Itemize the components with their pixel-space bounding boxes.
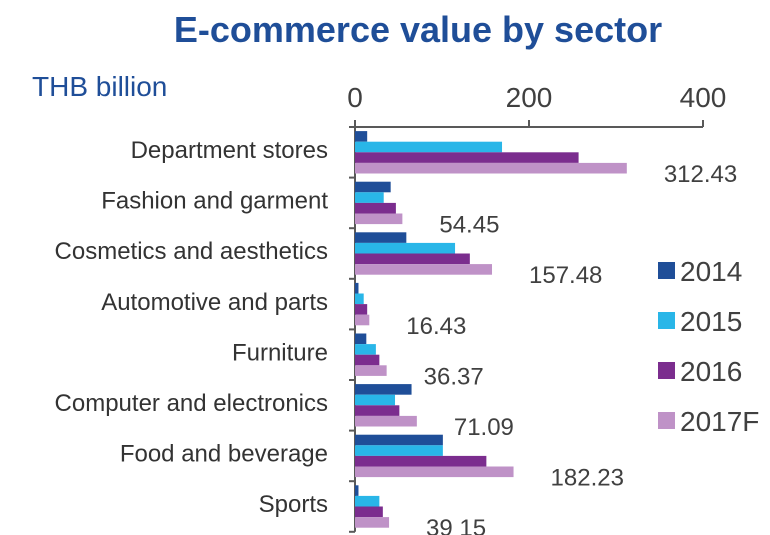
x-tick-label: 0 bbox=[347, 82, 363, 113]
bar-2015 bbox=[355, 192, 384, 203]
bar-2016 bbox=[355, 304, 368, 315]
bar-2015 bbox=[355, 242, 456, 254]
data-label: 39 15 bbox=[426, 515, 486, 535]
x-tick-labels: 0 200 400 bbox=[347, 82, 726, 113]
data-label: 54.45 bbox=[439, 212, 499, 239]
bar-2016 bbox=[355, 152, 579, 163]
bar-2014 bbox=[355, 434, 443, 446]
x-tick-label: 200 bbox=[506, 82, 553, 113]
category-label: Cosmetics and aesthetics bbox=[55, 238, 328, 265]
bar-2014 bbox=[355, 333, 367, 345]
bar-2016 bbox=[355, 455, 487, 467]
legend-label: 2016 bbox=[680, 356, 742, 387]
bar-2017F bbox=[355, 365, 387, 376]
bar-2016 bbox=[355, 354, 380, 366]
bar-2015 bbox=[355, 445, 443, 456]
chart-title: E-commerce value by sector bbox=[174, 9, 662, 50]
data-labels: 312.43 54.45 157.48 16.43 36.37 71.09 182.23 39… bbox=[406, 161, 737, 535]
bar-2014 bbox=[355, 131, 368, 142]
legend-label: 2017F bbox=[680, 406, 759, 437]
data-label: 182.23 bbox=[551, 465, 624, 492]
bar-2017F bbox=[355, 264, 493, 275]
bar-2015 bbox=[355, 293, 364, 305]
bar-2017F bbox=[355, 162, 627, 174]
bar-2014 bbox=[355, 485, 359, 496]
legend-swatch bbox=[658, 262, 675, 279]
category-label: Department stores bbox=[131, 137, 328, 164]
legend: 2014 2015 2016 2017F bbox=[658, 256, 759, 437]
bar-2014 bbox=[355, 282, 359, 294]
category-label: Sports bbox=[259, 491, 328, 518]
data-label: 71.09 bbox=[454, 414, 514, 441]
bar-2017F bbox=[355, 415, 417, 427]
legend-swatch bbox=[658, 362, 675, 379]
bar-2017F bbox=[355, 213, 403, 225]
legend-label: 2014 bbox=[680, 256, 742, 287]
data-label: 157.48 bbox=[529, 262, 602, 289]
category-label: Food and beverage bbox=[120, 441, 328, 468]
bar-2014 bbox=[355, 384, 412, 395]
legend-swatch bbox=[658, 412, 675, 429]
legend-swatch bbox=[658, 312, 675, 329]
category-label: Computer and electronics bbox=[55, 390, 328, 417]
bar-2016 bbox=[355, 506, 383, 518]
data-label: 312.43 bbox=[664, 161, 737, 188]
bar-2015 bbox=[355, 495, 380, 507]
legend-label: 2015 bbox=[680, 306, 742, 337]
bar-2015 bbox=[355, 394, 396, 406]
category-label: Furniture bbox=[232, 339, 328, 366]
bar-2015 bbox=[355, 141, 503, 153]
bars bbox=[355, 131, 627, 528]
x-tick-label: 400 bbox=[680, 82, 727, 113]
data-label: 16.43 bbox=[406, 313, 466, 340]
category-label: Automotive and parts bbox=[101, 289, 328, 316]
bar-2017F bbox=[355, 314, 370, 326]
data-label: 36.37 bbox=[424, 363, 484, 390]
bar-2016 bbox=[355, 405, 400, 416]
bar-2014 bbox=[355, 181, 391, 193]
bar-2015 bbox=[355, 344, 376, 355]
bar-2017F bbox=[355, 517, 390, 528]
category-labels: Department stores Fashion and garment Cosm… bbox=[55, 137, 329, 518]
bar-2017F bbox=[355, 466, 514, 478]
unit-label: THB billion bbox=[32, 71, 167, 102]
category-label: Fashion and garment bbox=[101, 188, 328, 215]
bar-2014 bbox=[355, 232, 407, 243]
bar-2016 bbox=[355, 202, 396, 214]
bar-2016 bbox=[355, 253, 470, 265]
